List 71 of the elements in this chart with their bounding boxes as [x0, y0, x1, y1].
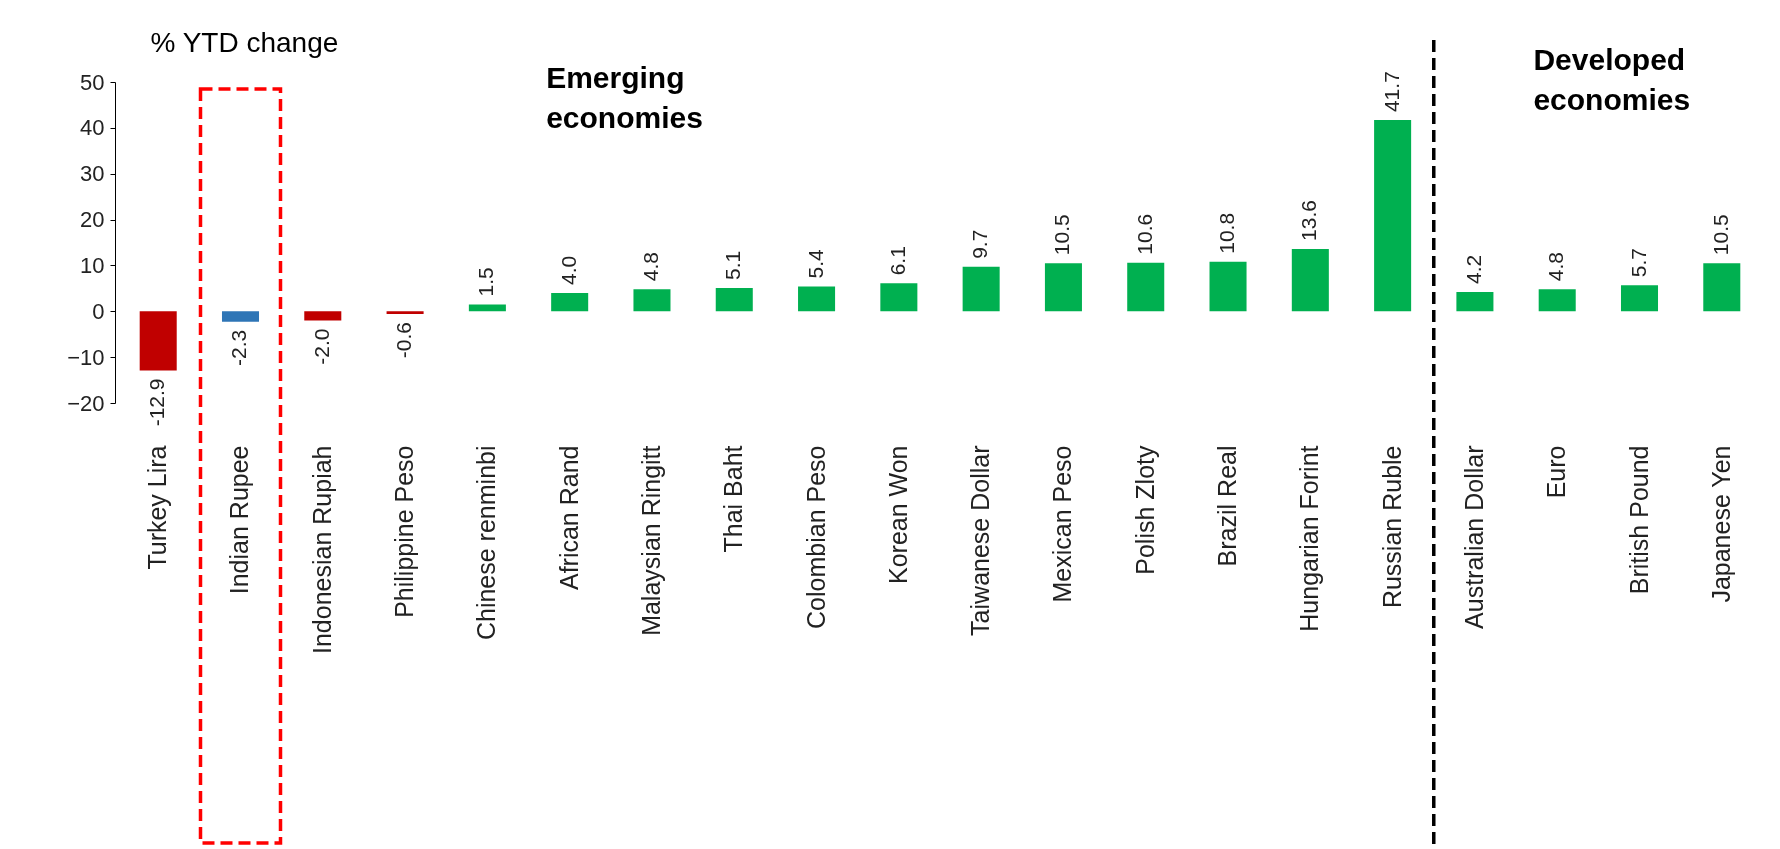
bar	[551, 292, 589, 312]
y-tick-label: −20	[67, 390, 105, 416]
data-label: 9.7	[968, 229, 992, 259]
x-tick-label: African Rand	[554, 445, 583, 591]
annotation: Developed economies	[1533, 42, 1692, 118]
bar	[715, 287, 753, 312]
x-tick-label: Australian Dollar	[1459, 445, 1488, 629]
x-tick-label: Indian Rupee	[225, 445, 254, 595]
bar	[468, 304, 506, 312]
data-label: 4.2	[1461, 254, 1485, 285]
y-tick-label: −10	[67, 344, 105, 370]
y-tick-label: 0	[92, 298, 105, 324]
x-tick-label: Indonesian Rupiah	[307, 445, 336, 654]
bar	[1538, 289, 1576, 312]
bar	[1456, 292, 1494, 312]
bar	[880, 283, 918, 312]
x-tick-label: Korean Won	[883, 445, 912, 585]
bar	[1703, 263, 1741, 312]
bar	[386, 311, 424, 315]
y-axis-title: % YTD change	[150, 26, 339, 58]
data-label: -0.6	[392, 322, 416, 359]
bar	[1209, 261, 1247, 312]
data-label: -12.9	[145, 378, 169, 427]
y-tick-label: 10	[80, 252, 105, 278]
data-label: -2.3	[227, 329, 251, 367]
bar	[798, 286, 836, 312]
data-label: 6.1	[885, 246, 909, 276]
x-tick-label: Euro	[1542, 445, 1571, 499]
annotation: Emerging economies	[546, 60, 704, 136]
data-label: 5.1	[721, 250, 745, 280]
x-tick-label: Brazil Real	[1213, 445, 1242, 567]
x-tick-label: Colombian Peso	[801, 445, 830, 629]
data-label: 13.6	[1297, 200, 1321, 241]
x-tick-label: Thai Baht	[719, 445, 748, 553]
y-tick-label: 50	[80, 69, 105, 95]
bar	[304, 311, 342, 321]
x-tick-label: Chinese renminbi	[472, 445, 501, 641]
x-tick-label: Malaysian Ringitt	[636, 445, 665, 636]
x-tick-label: Mexican Peso	[1048, 445, 1077, 603]
bar	[633, 289, 671, 312]
data-label: 4.8	[1544, 252, 1568, 282]
data-label: 5.7	[1626, 247, 1650, 278]
data-label: 4.8	[638, 252, 662, 282]
bar	[1044, 263, 1082, 312]
bar	[1127, 262, 1165, 312]
bar	[139, 311, 177, 371]
x-tick-label: Russian Ruble	[1377, 445, 1406, 609]
bar	[1374, 120, 1412, 312]
x-tick-label: British Pound	[1624, 445, 1653, 595]
data-label: 10.5	[1050, 214, 1074, 256]
data-label: -2.0	[309, 328, 333, 365]
x-tick-label: Philippine Peso	[390, 445, 419, 618]
data-label: 10.6	[1132, 213, 1156, 255]
x-tick-label: Taiwanese Dollar	[966, 445, 995, 636]
bar	[962, 266, 1000, 312]
y-tick-label: 20	[80, 207, 105, 233]
data-label: 41.7	[1379, 71, 1403, 113]
x-tick-label: Turkey Lira	[143, 445, 172, 570]
data-label: 4.0	[556, 255, 580, 285]
y-tick-label: 30	[80, 161, 105, 187]
bar	[1620, 285, 1659, 312]
data-label: 5.4	[803, 249, 827, 279]
x-tick-label: Japanese Yen	[1706, 445, 1735, 603]
bar	[1291, 248, 1329, 312]
x-tick-label: Polish Zloty	[1130, 445, 1159, 575]
data-label: 1.5	[474, 267, 498, 297]
data-label: 10.8	[1215, 212, 1239, 254]
x-tick-label: Hungarian Forint	[1295, 445, 1324, 632]
bar	[221, 311, 260, 322]
y-tick-label: 40	[80, 115, 105, 141]
data-label: 10.5	[1708, 214, 1732, 256]
